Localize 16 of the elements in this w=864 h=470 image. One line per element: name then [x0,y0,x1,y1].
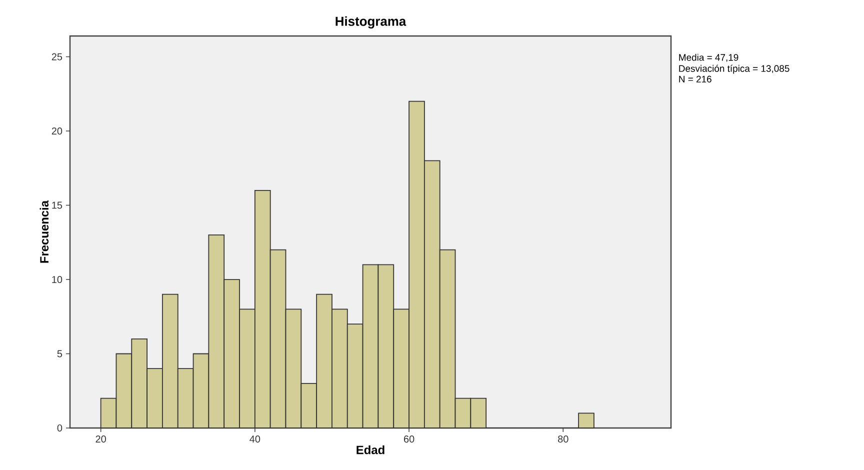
text: Media = 47,19 [679,54,738,62]
y-tick-label: 0 [57,424,62,432]
y-tick-label: 15 [52,202,62,209]
y-axis-title: Frecuencia [40,200,49,263]
x-axis-title: Edad [356,445,384,454]
chart-title: Histograma [336,16,406,29]
x-tick-label: 20 [96,436,106,443]
text: N = 216 [679,76,712,82]
x-tick-label: 80 [558,436,568,443]
y-tick-label: 20 [52,128,62,135]
y-tick-label: 5 [57,350,62,358]
y-tick-label: 25 [52,53,62,60]
x-tick-label: 40 [250,436,260,443]
y-tick-label: 10 [52,276,62,284]
text: Desviación típica = 13,085 [679,64,790,74]
x-tick-label: 60 [404,436,414,443]
